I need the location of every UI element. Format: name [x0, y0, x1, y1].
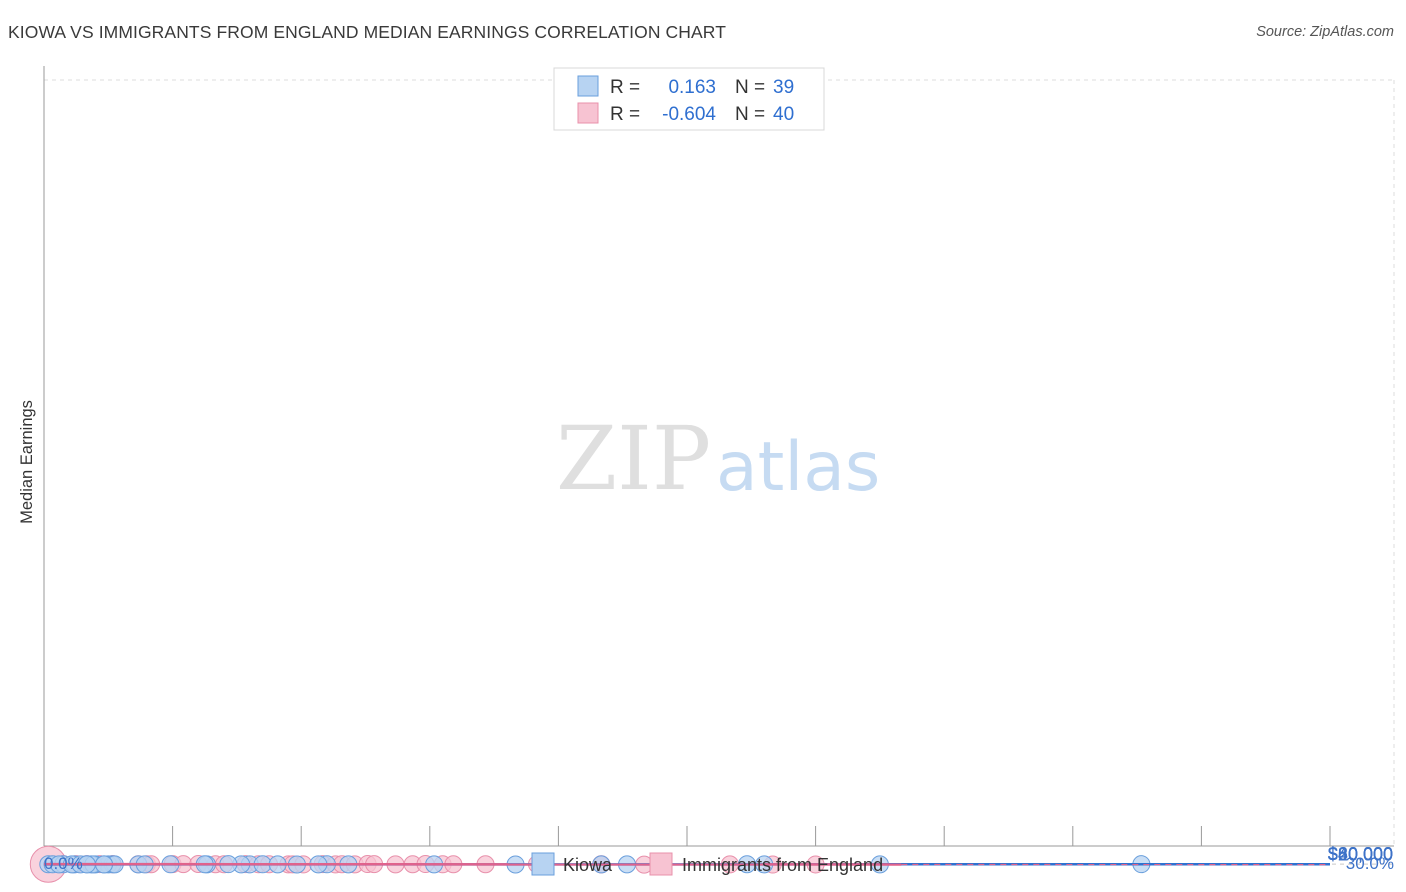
x-tick-label-max: 30.0% [1346, 854, 1394, 873]
y-tick-label: $80,000 [1328, 844, 1393, 864]
watermark-zip: ZIP [556, 407, 711, 510]
legend-r-label-kiowa: R = [610, 77, 640, 98]
legend-r-value-england: -0.604 [662, 104, 716, 125]
legend-n-label-england: N = [735, 104, 765, 125]
source-label: Source: ZipAtlas.com [1256, 24, 1394, 40]
watermark: ZIP atlas [556, 407, 880, 510]
y-tick-label: $40,000 [1328, 844, 1393, 864]
legend-swatch-england [577, 102, 599, 124]
y-axis-title: Median Earnings [18, 400, 36, 524]
correlation-legend: R = 0.163 N = 39 R = -0.604 N = 40 [553, 67, 825, 131]
y-tick-label: $60,000 [1328, 844, 1393, 864]
chart-title: KIOWA VS IMMIGRANTS FROM ENGLAND MEDIAN … [8, 22, 727, 42]
bottom-legend-swatch-kiowa [531, 852, 555, 876]
legend-n-value-england: 40 [773, 104, 794, 125]
x-tick-label-min: 0.0% [44, 854, 83, 873]
legend-n-value-kiowa: 39 [773, 77, 794, 98]
watermark-atlas: atlas [716, 428, 880, 507]
legend-n-label-kiowa: N = [735, 77, 765, 98]
tick-labels: $20,000$40,000$60,000$80,000 0.0% 30.0% [44, 844, 1394, 873]
series-legend: Kiowa Immigrants from England [531, 852, 883, 876]
legend-r-value-kiowa: 0.163 [668, 77, 716, 98]
legend-r-label-england: R = [610, 104, 640, 125]
axes [43, 66, 1394, 847]
bottom-legend-swatch-england [649, 852, 673, 876]
bottom-legend-label-kiowa: Kiowa [563, 855, 613, 875]
bottom-legend-label-england: Immigrants from England [682, 855, 883, 875]
legend-swatch-kiowa [577, 75, 599, 97]
y-tick-label: $20,000 [1328, 844, 1393, 864]
